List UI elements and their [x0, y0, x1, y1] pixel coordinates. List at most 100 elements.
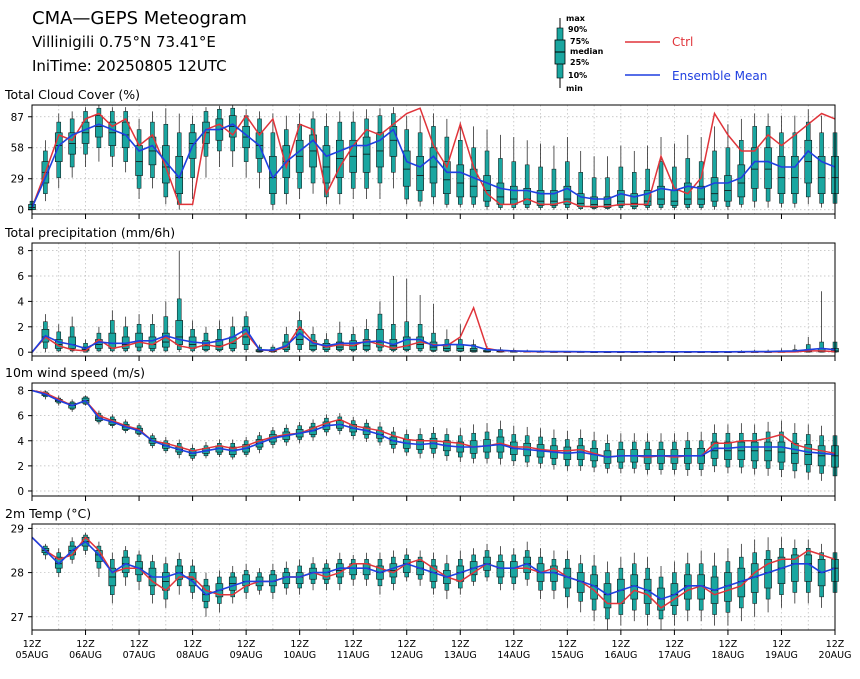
- mean-line-temp: [31, 536, 836, 600]
- box-temp: [376, 552, 384, 595]
- box-cloud: [764, 113, 772, 208]
- x-tick-label-date: 15AUG: [551, 650, 584, 661]
- x-tick-label-hour: 12Z: [665, 639, 684, 650]
- panel-title-precip: Total precipitation (mm/6h): [4, 225, 175, 240]
- box-cloud: [550, 145, 558, 210]
- box-inner: [590, 196, 598, 208]
- box-inner: [804, 554, 813, 582]
- box-temp: [536, 548, 545, 600]
- box-precip: [817, 291, 826, 353]
- box-cloud: [108, 107, 117, 167]
- box-inner: [764, 147, 772, 189]
- mean-line-cloud: [31, 123, 836, 208]
- box-inner: [175, 155, 184, 194]
- box-outer: [391, 324, 396, 352]
- box-cloud: [724, 124, 732, 210]
- y-tick-label: 2: [17, 322, 24, 334]
- box-cloud: [590, 156, 598, 210]
- box-inner: [162, 145, 170, 184]
- box-cloud: [175, 113, 184, 210]
- box-cloud: [710, 126, 719, 210]
- box-precip: [202, 326, 210, 353]
- box-inner: [402, 150, 411, 187]
- box-temp: [777, 537, 786, 608]
- x-tick-label-date: 12AUG: [390, 650, 423, 661]
- y-tick-label: 29: [11, 174, 24, 186]
- box-inner: [322, 567, 331, 580]
- box-wind: [617, 433, 625, 474]
- box-cloud: [162, 108, 170, 205]
- y-tick-label: 6: [17, 411, 24, 423]
- mean-line-precip: [31, 328, 836, 353]
- box-precip: [362, 319, 371, 353]
- box-inner: [376, 329, 384, 348]
- box-precip: [416, 295, 424, 353]
- box-cloud: [603, 156, 612, 210]
- box-outer: [404, 321, 409, 352]
- y-tick-label: 2: [17, 461, 24, 473]
- y-tick-label: 87: [11, 112, 24, 124]
- box-inner: [550, 190, 558, 206]
- box-precip: [68, 316, 76, 353]
- box-inner: [496, 182, 505, 205]
- box-cloud: [148, 111, 157, 189]
- box-outer: [645, 168, 650, 208]
- box-inner: [456, 164, 465, 198]
- box-inner: [630, 193, 639, 207]
- box-inner: [443, 161, 451, 194]
- panel-temp: 2m Temp (°C) 27 28 29: [5, 506, 839, 635]
- box-inner: [643, 190, 652, 206]
- box-temp: [550, 550, 558, 600]
- box-temp: [336, 552, 344, 591]
- box-temp: [509, 548, 518, 591]
- box-outer: [658, 161, 664, 208]
- box-inner: [737, 164, 746, 198]
- x-tick-label-hour: 12Z: [76, 639, 95, 650]
- x-tick-label-date: 10AUG: [283, 650, 316, 661]
- y-tick-label: 6: [17, 271, 24, 283]
- box-temp: [804, 539, 813, 604]
- box-temp: [162, 557, 170, 608]
- box-cloud: [697, 137, 705, 210]
- box-cloud: [509, 137, 518, 210]
- panel-precip: Total precipitation (mm/6h) 0 2 4 6 8: [4, 225, 839, 361]
- x-tick-label-hour: 12Z: [237, 639, 256, 650]
- y-tick-label: 0: [17, 347, 24, 359]
- box-inner: [724, 175, 732, 202]
- box-cloud: [657, 137, 665, 210]
- box-wind: [737, 423, 746, 474]
- box-cloud: [617, 145, 625, 210]
- y-tick-label: 0: [17, 486, 24, 498]
- panel-cloud: Total Cloud Cover (%) 0 29 58 87: [4, 87, 839, 219]
- box-wind: [550, 429, 558, 470]
- box-cloud: [777, 115, 786, 208]
- box-inner: [817, 155, 826, 194]
- box-outer: [578, 172, 583, 209]
- box-precip: [41, 314, 50, 353]
- box-outer: [511, 161, 517, 208]
- y-tick-label: 8: [17, 386, 24, 398]
- box-inner: [269, 155, 277, 194]
- box-inner: [791, 554, 799, 582]
- box-inner: [362, 136, 371, 173]
- x-tick-label-hour: 12Z: [504, 639, 523, 650]
- figure-title: CMA—GEPS Meteogram: [32, 8, 247, 29]
- box-inner: [777, 155, 786, 194]
- panel-title-temp: 2m Temp (°C): [5, 506, 91, 521]
- box-precip: [376, 301, 384, 353]
- box-wind: [456, 428, 465, 463]
- panel-frame-wind: [31, 382, 836, 497]
- x-tick-label-hour: 12Z: [558, 639, 577, 650]
- box-wind: [750, 424, 759, 475]
- box-precip: [135, 314, 143, 353]
- x-tick-label-hour: 12Z: [397, 639, 416, 650]
- box-outer: [538, 166, 543, 208]
- x-tick-label-hour: 12Z: [183, 639, 202, 650]
- box-cloud: [376, 108, 384, 200]
- box-inner: [376, 132, 384, 168]
- x-tick-label-date: 05AUG: [16, 650, 49, 661]
- box-precip: [175, 250, 184, 353]
- x-tick-label-hour: 12Z: [23, 639, 42, 650]
- box-temp: [643, 557, 652, 626]
